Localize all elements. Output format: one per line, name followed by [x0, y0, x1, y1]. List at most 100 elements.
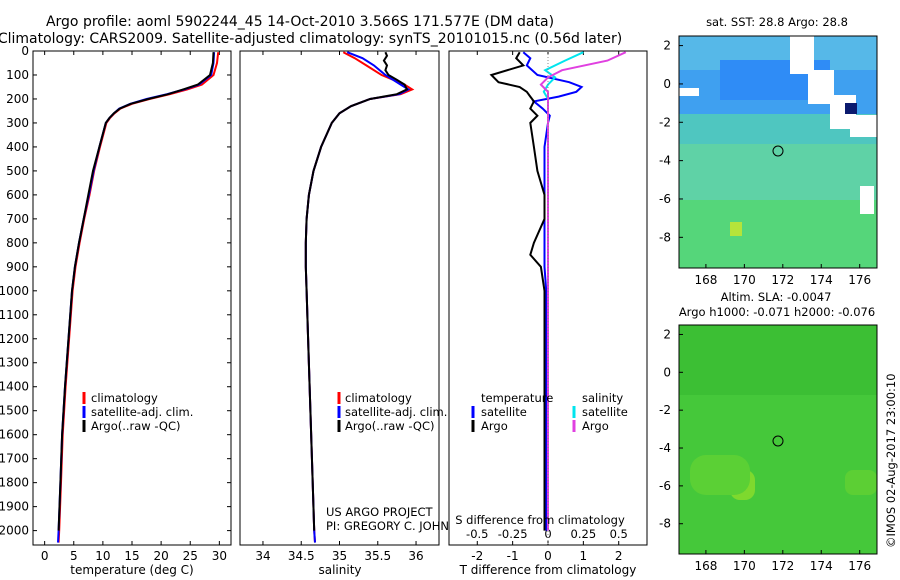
x-tick-label: -2 — [471, 549, 483, 563]
x-tick-label: 30 — [212, 549, 227, 563]
map-y-tick-label: 0 — [663, 365, 671, 379]
series-line-argo — [57, 52, 215, 531]
depth-tick-label: 1800 — [0, 476, 29, 490]
x-tick-label: 34 — [255, 549, 270, 563]
temperature-axes-frame — [32, 50, 232, 546]
depth-tick-label: 1400 — [0, 380, 29, 394]
x-tick-label: 25 — [183, 549, 198, 563]
depth-tick-label: 700 — [6, 212, 29, 226]
map-x-tick-label: 174 — [810, 559, 833, 573]
temperature-legend: climatology satellite-adj. clim. Argo(..… — [82, 391, 193, 433]
map-x-tick-label: 174 — [810, 273, 833, 287]
x-tick-label: 15 — [124, 549, 139, 563]
sla-map-frame — [678, 324, 878, 555]
legend-label-s-satellite: satellite — [582, 405, 628, 419]
x-tick-label: 2 — [615, 549, 623, 563]
depth-tick-label: 0 — [21, 44, 29, 58]
sla-map-panel: Altim. SLA: -0.0047 Argo h1000: -0.071 h… — [659, 290, 878, 573]
map-x-tick-label: 168 — [694, 559, 717, 573]
depth-tick-label: 2000 — [0, 524, 29, 538]
x-tick-label: 36 — [408, 549, 423, 563]
sst-map-panel: sat. SST: 28.8 Argo: 28.8 168 170 172 174 17… — [659, 15, 878, 287]
map-y-tick-label: -2 — [659, 403, 671, 417]
argo-float-marker — [772, 435, 784, 447]
series-line-t-argo — [489, 51, 546, 531]
map-y-tick-label: -8 — [659, 517, 671, 531]
x-tick-label: 0 — [544, 549, 552, 563]
depth-tick-label: 200 — [6, 92, 29, 106]
depth-tick-label: 900 — [6, 260, 29, 274]
sst-map-frame — [678, 35, 878, 269]
x-tick-label: 10 — [95, 549, 110, 563]
depth-tick-label: 1600 — [0, 428, 29, 442]
map-x-tick-label: 168 — [694, 273, 717, 287]
s-tick-label: -0.5 — [466, 527, 488, 541]
map-y-tick-label: -4 — [659, 154, 671, 168]
difference-legend: temperature salinity satellite Argo sate… — [471, 391, 628, 433]
map-y-tick-label: -8 — [659, 230, 671, 244]
sst-map-title: sat. SST: 28.8 Argo: 28.8 — [706, 15, 848, 29]
sst-map-image — [679, 36, 877, 268]
s-tick-label: -0.25 — [498, 527, 528, 541]
depth-tick-label: 1500 — [0, 404, 29, 418]
map-y-tick-label: -6 — [659, 479, 671, 493]
depth-tick-label: 600 — [6, 188, 29, 202]
map-y-tick-label: -2 — [659, 115, 671, 129]
map-x-tick-label: 176 — [848, 559, 871, 573]
legend-label-t-satellite: satellite — [481, 405, 527, 419]
x-tick-label: 35 — [332, 549, 347, 563]
legend-label-argo: Argo(..raw -QC) — [345, 419, 435, 433]
argo-float-marker — [772, 145, 784, 157]
temperature-series — [57, 52, 220, 543]
depth-tick-label: 500 — [6, 164, 29, 178]
depth-tick-label: 1000 — [0, 284, 29, 298]
figure-title-line2: Climatology: CARS2009. Satellite-adjuste… — [0, 31, 622, 47]
s-difference-label: S difference from climatology — [455, 513, 625, 527]
legend-title-salinity: salinity — [582, 391, 623, 405]
legend-title-temperature: temperature — [481, 391, 553, 405]
salinity-axis-ticks: 34 34.5 35 35.5 36 — [255, 51, 424, 563]
map-y-tick-label: 2 — [663, 39, 671, 53]
legend-label-t-argo: Argo — [481, 419, 508, 433]
map-x-tick-label: 172 — [771, 559, 794, 573]
difference-series — [489, 51, 627, 545]
x-tick-label: 5 — [70, 549, 78, 563]
series-line-argo — [304, 51, 409, 531]
map-y-tick-label: 2 — [663, 327, 671, 341]
salinity-series — [304, 51, 415, 543]
x-tick-label: 34.5 — [288, 549, 315, 563]
x-tick-label: 1 — [580, 549, 588, 563]
temperature-axis-ticks: 0 5 10 15 20 25 30 — [41, 51, 227, 563]
depth-tick-label: 1200 — [0, 332, 29, 346]
depth-tick-label: 100 — [6, 68, 29, 82]
sla-map-title-line1: Altim. SLA: -0.0047 — [721, 290, 832, 304]
depth-tick-label: 400 — [6, 140, 29, 154]
map-x-tick-label: 170 — [733, 273, 756, 287]
x-tick-label: -1 — [507, 549, 519, 563]
legend-label-climatology: climatology — [91, 391, 158, 405]
depth-tick-label: 1700 — [0, 452, 29, 466]
salinity-legend: climatology satellite-adj. clim. Argo(..… — [337, 391, 447, 433]
map-x-tick-label: 172 — [771, 273, 794, 287]
legend-label-climatology: climatology — [345, 391, 412, 405]
depth-tick-label: 800 — [6, 236, 29, 250]
depth-tick-label: 1900 — [0, 500, 29, 514]
x-tick-label: 35.5 — [364, 549, 391, 563]
map-y-tick-label: -6 — [659, 192, 671, 206]
salinity-xlabel: salinity — [318, 563, 361, 577]
x-tick-label: 20 — [153, 549, 168, 563]
imos-credit: ©IMOS 02-Aug-2017 23:00:10 — [884, 373, 898, 548]
map-y-tick-label: 0 — [663, 77, 671, 91]
legend-label-argo: Argo(..raw -QC) — [91, 419, 181, 433]
depth-tick-label: 1100 — [0, 308, 29, 322]
depth-tick-label: 300 — [6, 116, 29, 130]
s-tick-label: 0.5 — [610, 527, 628, 541]
sla-map-title-line2: Argo h1000: -0.071 h2000: -0.076 — [679, 305, 875, 319]
depth-tick-label: 1300 — [0, 356, 29, 370]
sla-map-ticks: 168 170 172 174 176 2 0 -2 -4 -6 -8 — [659, 327, 871, 573]
map-x-tick-label: 170 — [733, 559, 756, 573]
legend-label-satellite: satellite-adj. clim. — [91, 405, 193, 419]
legend-label-satellite: satellite-adj. clim. — [345, 405, 447, 419]
salinity-axes-frame — [239, 50, 440, 546]
